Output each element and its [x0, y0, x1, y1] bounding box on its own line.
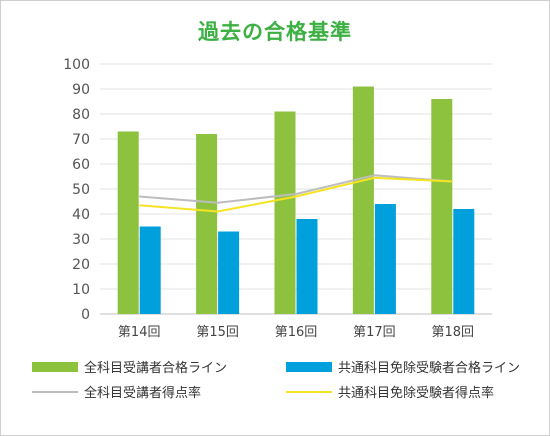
y-tick-label: 50	[72, 182, 90, 198]
y-tick-label: 20	[72, 257, 90, 273]
bar	[352, 86, 374, 314]
x-tick-label: 第15回	[196, 325, 239, 340]
lines	[139, 174, 453, 213]
x-tick-label: 第16回	[275, 325, 318, 340]
legend-swatch	[286, 362, 332, 372]
y-tick-label: 30	[72, 232, 90, 248]
legend-label: 全科目受講者合格ライン	[84, 360, 227, 376]
y-tick-label: 40	[72, 207, 90, 223]
bar	[374, 204, 396, 314]
x-tick-label: 第18回	[432, 325, 475, 340]
legend-label: 共通科目免除受験者得点率	[338, 385, 494, 401]
bar	[296, 219, 318, 314]
bar	[117, 131, 139, 314]
legend-label: 全科目受講者得点率	[84, 385, 201, 401]
bars	[117, 86, 475, 314]
x-axis-categories: 第14回 第15回 第16回 第17回 第18回	[118, 325, 474, 340]
series-line	[139, 174, 453, 204]
y-tick-label: 10	[72, 282, 90, 298]
grid	[100, 63, 492, 315]
bar	[274, 111, 296, 314]
x-tick-label: 第14回	[118, 325, 161, 340]
series-line	[139, 176, 453, 213]
y-tick-label: 70	[72, 132, 90, 148]
y-tick-label: 100	[63, 57, 90, 73]
bar	[139, 226, 161, 314]
legend-label: 共通科目免除受験者合格ライン	[338, 360, 520, 376]
y-tick-label: 60	[72, 157, 90, 173]
bar	[453, 209, 475, 314]
bar	[218, 231, 240, 314]
x-tick-label: 第17回	[353, 325, 396, 340]
y-axis-ticks: 0 10 20 30 40 50 60 70 80 90 100	[63, 57, 90, 323]
bar	[431, 99, 453, 314]
chart-title: 過去の合格基準	[198, 20, 352, 44]
y-tick-label: 90	[72, 82, 90, 98]
bar	[196, 134, 218, 314]
y-tick-label: 0	[81, 307, 90, 323]
legend-swatch	[32, 362, 78, 372]
y-tick-label: 80	[72, 107, 90, 123]
